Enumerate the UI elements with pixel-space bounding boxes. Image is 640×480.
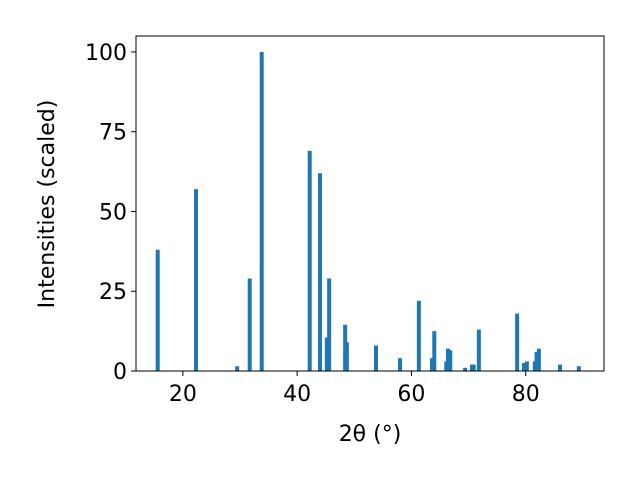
x-tick-label: 20 xyxy=(169,382,197,407)
bar xyxy=(576,366,581,371)
bar xyxy=(155,249,160,371)
bar xyxy=(307,150,312,371)
bar xyxy=(524,361,529,371)
bar xyxy=(398,358,402,371)
bar xyxy=(463,367,468,371)
bar xyxy=(416,300,421,371)
bar xyxy=(194,189,198,371)
x-tick-label: 40 xyxy=(283,382,311,407)
x-tick-label: 80 xyxy=(512,382,540,407)
bar xyxy=(476,329,481,371)
y-tick-label: 0 xyxy=(113,360,127,385)
x-axis-label: 2θ (°) xyxy=(339,422,402,447)
bar xyxy=(558,364,562,371)
bar xyxy=(534,351,539,371)
y-tick-label: 75 xyxy=(99,121,127,146)
bar xyxy=(327,278,332,371)
bar xyxy=(471,364,476,371)
bar xyxy=(318,173,322,371)
bar xyxy=(344,342,349,371)
x-tick-label: 60 xyxy=(397,382,425,407)
y-tick-label: 100 xyxy=(85,41,127,66)
bar xyxy=(324,337,329,371)
bar xyxy=(432,331,437,371)
bar xyxy=(259,51,264,371)
bar xyxy=(446,348,450,371)
y-axis-label: Intensities (scaled) xyxy=(35,100,60,309)
bar xyxy=(430,358,434,371)
bar xyxy=(235,366,240,371)
bar xyxy=(247,278,252,371)
y-tick-label: 50 xyxy=(99,200,127,225)
bar xyxy=(374,345,378,371)
bar xyxy=(522,363,526,371)
bar xyxy=(536,348,541,371)
bar xyxy=(515,313,520,371)
plot-frame xyxy=(135,35,605,372)
bar xyxy=(448,350,453,371)
y-tick-label: 25 xyxy=(99,280,127,305)
